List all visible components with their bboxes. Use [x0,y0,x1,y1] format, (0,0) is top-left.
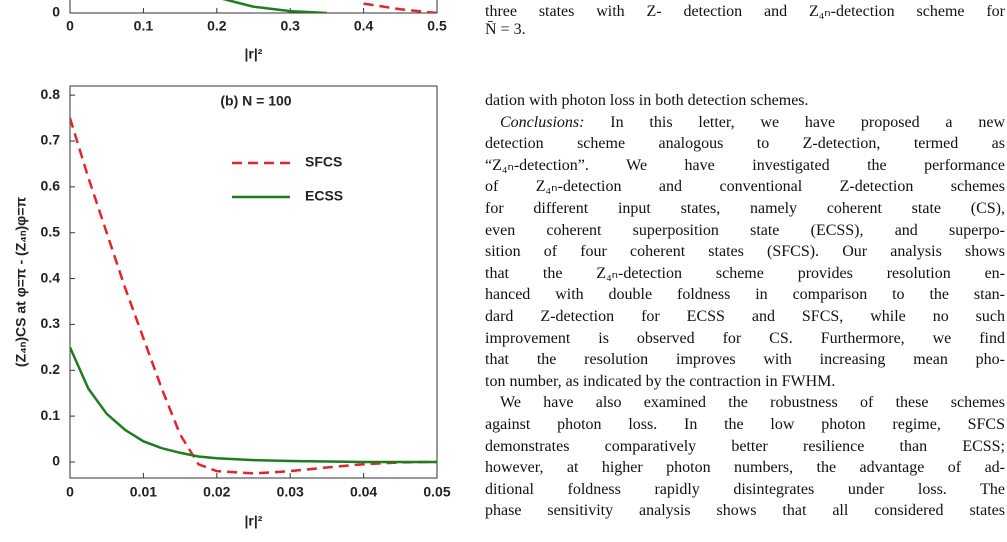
text: phase sensitivity analysis shows that al… [485,502,1005,520]
x-tick-label: 0.01 [130,484,157,500]
caption-line: three states with Z- detection and Z₄ₙ-d… [485,3,1005,20]
body-line: dation with photon loss in both detectio… [485,91,1005,111]
text: of Z₄ₙ-detection and conventional Z-dete… [485,178,1005,196]
text: that the Z₄ₙ-detection scheme provides r… [485,264,1005,282]
body-line: Conclusions: In this letter, we have pro… [485,113,1005,133]
text: We have also examined the robustness of … [500,394,1005,412]
body-line: phase sensitivity analysis shows that al… [485,501,1005,521]
body-line: demonstrates comparatively better resili… [485,437,1005,457]
text: sition of four coherent states (SFCS). O… [485,243,1005,261]
x-tick-label: 0 [66,484,74,500]
text: detection scheme analogous to Z-detectio… [485,135,1005,153]
text: against photon loss. In the low photon r… [485,416,1005,433]
body-line: “Z₄ₙ-detection”. We have investigated th… [485,156,1005,176]
y-axis-label: (Z₄ₙ)CS at φ=π - (Z₄ₙ)φ=π [13,197,29,367]
x-tick-label: 0.4 [354,18,374,34]
body-line: ton number, as indicated by the contract… [485,372,1005,392]
caption-line: N̄ = 3. [485,21,526,38]
x-axis-label: |r|² [245,46,263,62]
text: improvement is observed for CS. Furtherm… [485,329,1005,347]
chart-title: (b) N = 100 [220,93,291,109]
y-tick-label: 0 [52,453,60,469]
text: even coherent superposition state (ECSS)… [485,221,1005,239]
y-tick-label: 0.4 [41,269,61,285]
body-line: for different input states, namely coher… [485,199,1005,219]
body-line: against photon loss. In the low photon r… [485,415,1005,435]
plot-area [69,85,438,479]
plot-area [69,0,438,14]
x-axis-label: |r|² [245,513,263,529]
y-tick-label: 0.3 [41,315,61,331]
body-line: of Z₄ₙ-detection and conventional Z-dete… [485,177,1005,197]
x-tick-label: 0 [66,18,74,34]
text: however, at higher photon numbers, the a… [485,459,1005,477]
run-in-heading: Conclusions: [500,113,585,131]
y-tick-label: 0 [52,4,60,20]
body-line: sition of four coherent states (SFCS). O… [485,242,1005,262]
body-line: hanced with double foldness in compariso… [485,285,1005,305]
body-line: even coherent superposition state (ECSS)… [485,221,1005,241]
y-tick-label: 0.7 [41,132,61,148]
text: dation with photon loss in both detectio… [485,92,809,109]
y-tick-label: 0.6 [41,178,61,194]
text: In this letter, we have proposed a new [584,113,1005,131]
y-tick-label: 0.5 [41,223,61,239]
body-line: improvement is observed for CS. Furtherm… [485,329,1005,349]
text: demonstrates comparatively better resili… [485,437,1005,455]
text: dard Z-detection for ECSS and SFCS, whil… [485,308,1005,325]
y-tick-label: 0.8 [41,86,61,102]
x-tick-label: 0.03 [277,484,304,500]
body-line: that the resolution improves with increa… [485,350,1005,370]
text: hanced with double foldness in compariso… [485,286,1005,304]
x-tick-label: 0.2 [207,18,227,34]
text: ditional foldness rapidly disintegrates … [485,480,1005,498]
body-line: dard Z-detection for ECSS and SFCS, whil… [485,307,1005,327]
text: “Z₄ₙ-detection”. We have investigated th… [485,156,1005,174]
x-tick-label: 0.3 [280,18,300,34]
x-tick-label: 0.02 [203,484,230,500]
series-line [222,0,327,13]
text: that the resolution improves with increa… [485,351,1005,369]
x-tick-label: 0.04 [350,484,377,500]
y-tick-label: 0.2 [41,361,61,377]
figure: 0 0.1 0.2 0.3 0.4 0.5 0 |r|² 0 0.01 0.02 0.03 0.04 0.… [13,0,451,529]
body-line: ditional foldness rapidly disintegrates … [485,480,1005,500]
x-tick-label: 0.1 [134,18,154,34]
x-tick-label: 0.05 [423,484,450,500]
text: ton number, as indicated by the contract… [485,372,836,390]
body-line: We have also examined the robustness of … [485,393,1005,413]
legend-label: ECSS [305,188,343,204]
body-line: however, at higher photon numbers, the a… [485,458,1005,478]
series-line [70,117,437,475]
series-line [363,2,437,13]
body-line: that the Z₄ₙ-detection scheme provides r… [485,264,1005,284]
legend-label: SFCS [305,154,342,170]
text: for different input states, namely coher… [485,200,1005,217]
x-tick-label: 0.5 [427,18,447,34]
body-line: detection scheme analogous to Z-detectio… [485,134,1005,154]
y-tick-label: 0.1 [41,407,61,423]
series-line [70,346,437,464]
